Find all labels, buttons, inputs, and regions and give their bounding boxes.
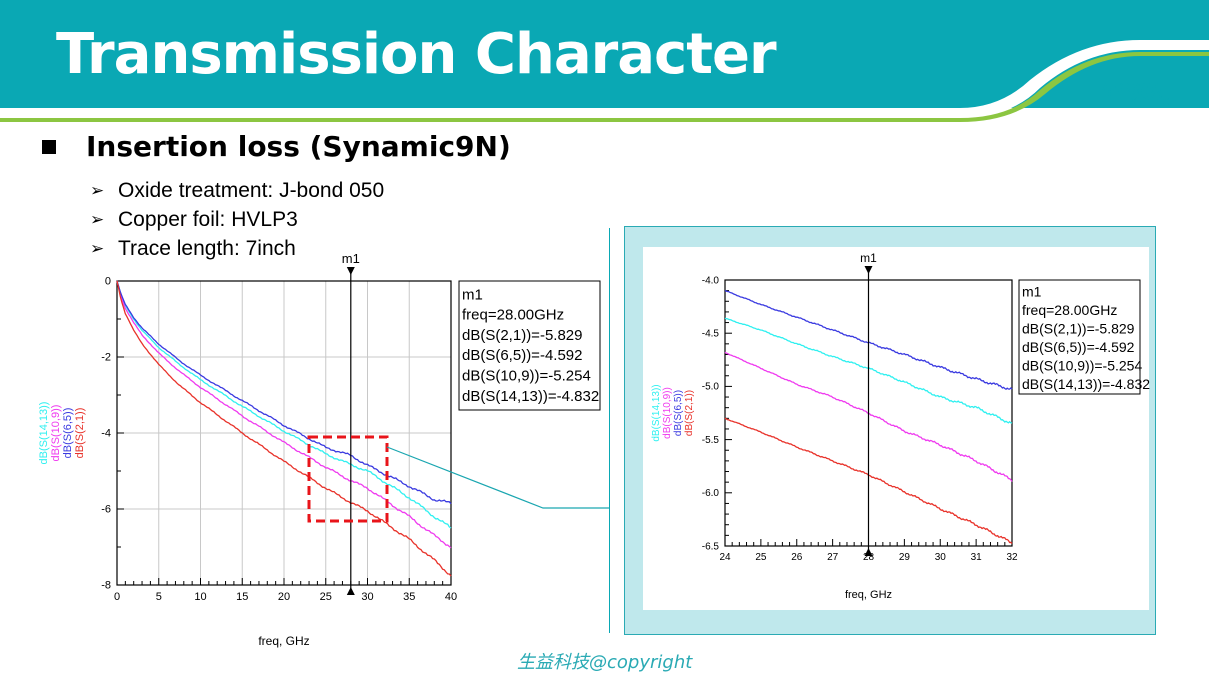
main-bullet: Insertion loss (Synamic9N) — [42, 130, 511, 163]
x-axis-label: freq, GHz — [845, 589, 892, 601]
marker-bottom-triangle — [864, 548, 873, 556]
legend-entry: dB(S(14,13)) — [651, 384, 662, 441]
legend-entry: dB(S(10,9)) — [662, 387, 673, 439]
y-tick-label: -5.5 — [702, 435, 720, 446]
x-tick-label: 26 — [791, 552, 803, 563]
x-tick-label: 29 — [899, 552, 911, 563]
series-line — [116, 280, 452, 577]
x-tick-label: 15 — [236, 591, 248, 603]
sub-bullet-text: Oxide treatment: J-bond 050 — [118, 178, 385, 202]
x-tick-label: 20 — [278, 591, 290, 603]
y-tick-label: -8 — [101, 580, 111, 592]
marker-bottom-triangle — [346, 587, 355, 595]
insertion-loss-chart: 0 5 10 15 20 25 30 35 40 0 -2 -4 -6 -8 freq, GHz dB(S(1… — [38, 251, 601, 648]
sub-bullet-list: ➢ Oxide treatment: J-bond 050 ➢ Copper foi… — [90, 176, 384, 263]
logo-subtext: SYTECH — [1130, 97, 1180, 108]
x-tick-label: 25 — [320, 591, 332, 603]
title-banner — [0, 0, 1209, 108]
x-tick-label: 28 — [863, 552, 875, 563]
x-tick-label: 31 — [971, 552, 983, 563]
x-tick-label: 27 — [827, 552, 839, 563]
marker-readout-line: dB(S(10,9))=-5.254 — [462, 368, 591, 385]
banner-swoosh — [0, 40, 1209, 122]
marker-readout-line: freq=28.00GHz — [462, 307, 564, 324]
logo-text: 生益科技 — [1102, 82, 1163, 100]
marker-label: m1 — [860, 251, 877, 265]
marker-readout-line: dB(S(2,1))=-5.829 — [1022, 321, 1135, 337]
legend-entry: dB(S(2,1)) — [74, 408, 86, 459]
sub-bullet-text: Copper foil: HVLP3 — [118, 207, 298, 231]
x-tick-label: 25 — [755, 552, 767, 563]
y-tick-label: -4 — [101, 428, 111, 440]
sytech-logo-icon — [1068, 80, 1098, 106]
marker-readout-box — [1018, 279, 1141, 395]
slide-title: Transmission Character — [56, 22, 777, 87]
sub-bullet: ➢ Oxide treatment: J-bond 050 — [90, 176, 384, 205]
marker-readout-line: dB(S(2,1))=-5.829 — [462, 327, 582, 344]
x-tick-label: 10 — [194, 591, 206, 603]
marker-top-triangle — [864, 266, 873, 274]
legend-entry: dB(S(6,5)) — [673, 390, 684, 436]
x-tick-label: 35 — [403, 591, 415, 603]
x-tick-label: 30 — [935, 552, 947, 563]
marker-readout-line: dB(S(6,5))=-4.592 — [462, 347, 582, 364]
legend-entry: dB(S(10,9)) — [50, 405, 62, 462]
legend-entry: dB(S(2,1)) — [684, 390, 695, 436]
marker-readout-box — [458, 280, 601, 411]
x-tick-label: 40 — [445, 591, 457, 603]
y-tick-label: -6 — [101, 504, 111, 516]
marker-readout-line: freq=28.00GHz — [1022, 302, 1117, 318]
y-tick-label: -2 — [101, 352, 111, 364]
marker-top-triangle — [346, 267, 355, 275]
x-tick-label: 32 — [1006, 552, 1018, 563]
x-tick-label: 30 — [361, 591, 373, 603]
x-tick-label: 24 — [719, 552, 731, 563]
arrow-bullet-icon: ➢ — [90, 209, 105, 229]
marker-readout-line: dB(S(10,9))=-5.254 — [1022, 358, 1142, 374]
y-tick-label: -5.0 — [702, 382, 720, 393]
main-bullet-text: Insertion loss (Synamic9N) — [86, 130, 511, 163]
x-tick-label: 5 — [156, 591, 162, 603]
sub-bullet: ➢ Copper foil: HVLP3 — [90, 205, 384, 234]
vertical-divider — [609, 228, 610, 633]
arrow-bullet-icon: ➢ — [90, 238, 105, 258]
y-tick-label: -6.0 — [702, 488, 720, 499]
x-tick-label: 0 — [114, 591, 120, 603]
marker-readout-line: dB(S(6,5))=-4.592 — [1022, 339, 1135, 355]
arrow-bullet-icon: ➢ — [90, 180, 105, 200]
y-tick-label: 0 — [105, 276, 111, 288]
square-bullet-icon — [42, 139, 56, 154]
sub-bullet: ➢ Trace length: 7inch — [90, 234, 384, 263]
marker-readout-line: dB(S(14,13))=-4.832 — [462, 388, 599, 405]
copyright-text: 生益科技@copyright — [517, 652, 693, 673]
legend-entry: dB(S(6,5)) — [62, 408, 74, 459]
marker-label: m1 — [342, 251, 360, 266]
legend-entry: dB(S(14,13)) — [38, 402, 50, 465]
x-axis-label: freq, GHz — [258, 634, 309, 648]
marker-readout-line: m1 — [462, 286, 483, 303]
y-tick-label: -6.5 — [702, 541, 720, 552]
y-tick-label: -4.0 — [702, 275, 720, 286]
sub-bullet-text: Trace length: 7inch — [118, 236, 296, 260]
marker-readout-line: dB(S(14,13))=-4.832 — [1022, 376, 1150, 392]
marker-readout-line: m1 — [1022, 284, 1042, 300]
y-tick-label: -4.5 — [702, 329, 720, 340]
